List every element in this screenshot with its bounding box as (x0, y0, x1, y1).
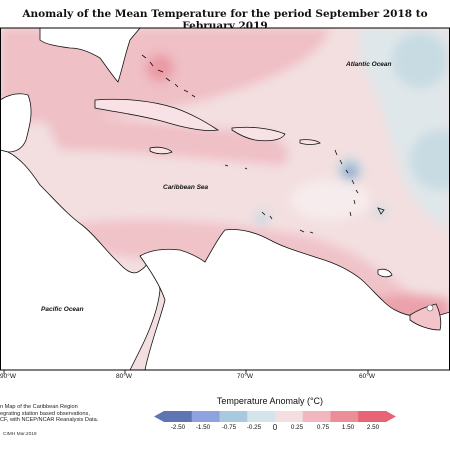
label-atlantic-ocean: Atlantic Ocean (346, 61, 392, 68)
legend-tick-label: -0.75 (221, 424, 237, 431)
legend-color-swatch (275, 411, 304, 422)
lon-label-60w: 60°W (359, 373, 375, 380)
legend-tick-label: -2.50 (170, 424, 186, 431)
legend-tick-label: 2.50 (366, 424, 380, 431)
legend-color-swatch (219, 411, 248, 422)
note-line-2: egrating station based observations, (0, 410, 90, 417)
legend-arrow-low (154, 411, 164, 422)
landmasses (0, 28, 450, 370)
legend-tick-label: 0 (272, 423, 278, 432)
legend-color-swatch (164, 411, 193, 422)
label-pacific-ocean: Pacific Ocean (41, 306, 84, 313)
legend-tick-label: 1.50 (341, 424, 355, 431)
legend-tick-label: -0.25 (246, 424, 262, 431)
note-line-3: CF, with NCEP/NCAR Reanalysis Data. (0, 417, 99, 423)
copyright: CIMH Mar.2019 (3, 432, 37, 437)
lon-label-70w: 70°W (237, 373, 253, 380)
legend-colorbar (154, 411, 396, 422)
legend-arrow-high (386, 411, 396, 422)
longitude-ticks (3, 370, 369, 374)
lon-label-90w: 90°W (0, 373, 16, 380)
legend-color-swatch (330, 411, 359, 422)
legend-color-swatch (302, 411, 331, 422)
label-caribbean-sea: Caribbean Sea (163, 184, 209, 191)
legend-tick-label: -1.50 (195, 424, 211, 431)
legend-tick-label: 0.25 (290, 424, 304, 431)
legend-title: Temperature Anomaly (°C) (216, 396, 324, 406)
lon-label-80w: 80°W (116, 373, 132, 380)
note-line-1: n Map of the Caribbean Region (0, 404, 78, 410)
legend-color-swatch (247, 411, 276, 422)
legend-color-swatch (358, 411, 387, 422)
small-islands (141, 54, 385, 234)
legend-color-swatch (191, 411, 220, 422)
legend-tick-label: 0.75 (316, 424, 330, 431)
